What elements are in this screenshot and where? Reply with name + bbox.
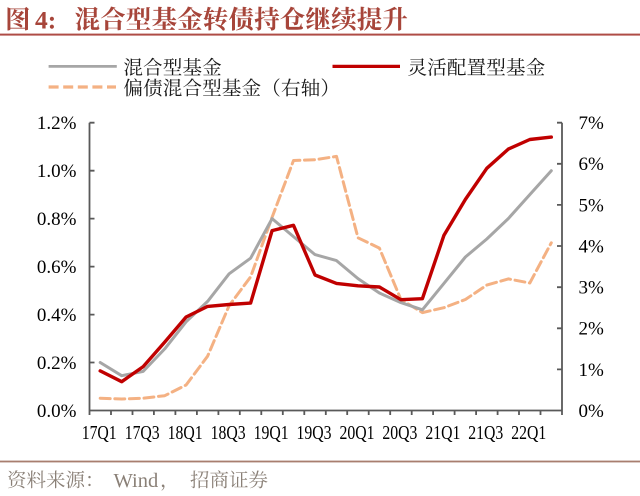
svg-text:1.2%: 1.2% [37, 113, 77, 134]
svg-text:22Q1: 22Q1 [511, 422, 546, 444]
svg-text:7%: 7% [579, 113, 605, 134]
svg-text:3%: 3% [579, 278, 605, 299]
svg-text:4:: 4: [35, 5, 56, 34]
svg-text:20Q3: 20Q3 [382, 422, 417, 444]
svg-text:2%: 2% [579, 319, 605, 340]
svg-text:5%: 5% [579, 195, 605, 216]
svg-text:1%: 1% [579, 360, 605, 381]
svg-text:0.0%: 0.0% [37, 401, 77, 422]
svg-text:20Q1: 20Q1 [340, 422, 375, 444]
svg-text:21Q1: 21Q1 [425, 422, 460, 444]
svg-text:17Q3: 17Q3 [125, 422, 160, 444]
svg-text:18Q3: 18Q3 [211, 422, 246, 444]
svg-text:21Q3: 21Q3 [468, 422, 503, 444]
svg-text:6%: 6% [579, 154, 605, 175]
svg-text:0.4%: 0.4% [37, 305, 77, 326]
svg-text:4%: 4% [579, 236, 605, 257]
svg-text:1.0%: 1.0% [37, 161, 77, 182]
svg-text:Wind: Wind [114, 470, 159, 492]
svg-text:19Q3: 19Q3 [297, 422, 332, 444]
svg-text:0%: 0% [579, 401, 605, 422]
svg-text:0.8%: 0.8% [37, 209, 77, 230]
svg-text:18Q1: 18Q1 [168, 422, 203, 444]
svg-text:17Q1: 17Q1 [82, 422, 117, 444]
svg-text:0.6%: 0.6% [37, 257, 77, 278]
svg-text:19Q1: 19Q1 [254, 422, 289, 444]
svg-text:0.2%: 0.2% [37, 353, 77, 374]
